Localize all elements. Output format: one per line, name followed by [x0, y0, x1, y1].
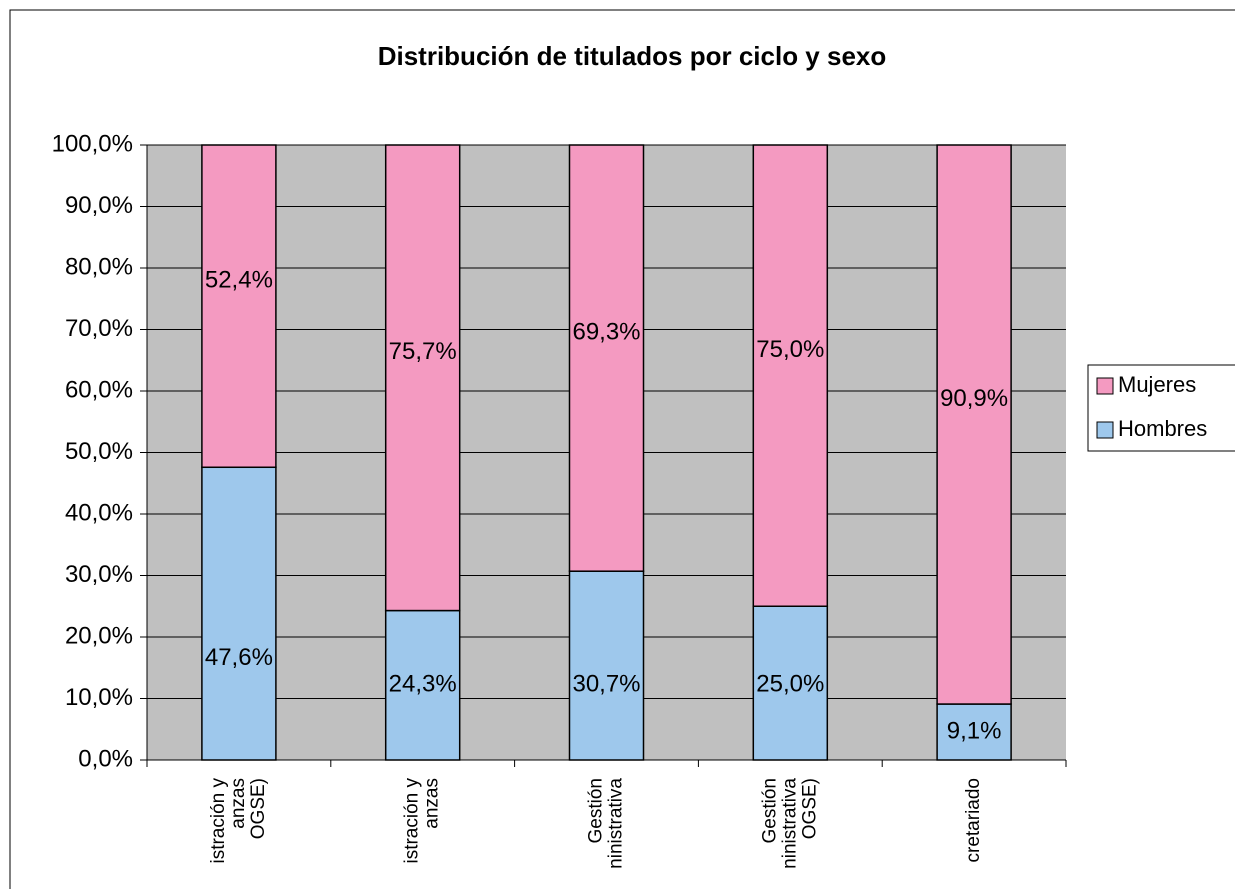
- x-tick-label-group: istración yanzasOGSE): [208, 778, 269, 864]
- bar-segment: [936, 144, 1012, 705]
- bar-segment: [568, 144, 645, 572]
- y-tick-label: 30,0%: [65, 561, 133, 588]
- x-tick-label: cretariado: [963, 778, 984, 863]
- bar-segment: [752, 605, 829, 761]
- data-label: 25,0%: [756, 670, 824, 697]
- x-tick-label-group: istración yanzas: [402, 778, 443, 864]
- legend-swatch: [1096, 377, 1114, 395]
- bar-segment: [201, 144, 277, 469]
- bar-segment: [568, 570, 645, 761]
- bar-segment: [752, 144, 829, 607]
- y-tick-label: 20,0%: [65, 622, 133, 649]
- data-label: 90,9%: [940, 385, 1008, 412]
- y-tick-label: 100,0%: [52, 130, 133, 157]
- y-tick-label: 10,0%: [65, 684, 133, 711]
- chart-title: Distribución de titulados por ciclo y se…: [378, 41, 887, 71]
- x-tick-label-group: GestiónninistrativaOGSE): [759, 778, 820, 869]
- y-tick-label: 70,0%: [65, 315, 133, 342]
- legend-swatch: [1096, 421, 1114, 439]
- data-label: 75,7%: [389, 338, 457, 365]
- y-tick-label: 90,0%: [65, 192, 133, 219]
- x-tick-label: GestiónninistrativaOGSE): [759, 778, 820, 869]
- bar-segment: [384, 144, 461, 612]
- x-tick-label: istración yanzas: [402, 778, 443, 864]
- x-tick-label: Gestiónninistrativa: [586, 778, 627, 869]
- data-label: 47,6%: [205, 644, 273, 671]
- data-label: 30,7%: [572, 670, 640, 697]
- x-tick-label-group: Gestiónninistrativa: [586, 778, 627, 869]
- data-label: 24,3%: [389, 670, 457, 697]
- x-tick-label: istración yanzasOGSE): [208, 778, 269, 864]
- bar-segment: [201, 466, 277, 761]
- y-tick-label: 0,0%: [78, 745, 133, 772]
- y-tick-label: 40,0%: [65, 499, 133, 526]
- data-label: 9,1%: [947, 717, 1002, 744]
- y-tick-label: 50,0%: [65, 438, 133, 465]
- y-tick-label: 60,0%: [65, 376, 133, 403]
- legend-label: Hombres: [1118, 416, 1207, 441]
- bar-segment: [936, 703, 1012, 761]
- data-label: 69,3%: [572, 318, 640, 345]
- data-label: 75,0%: [756, 336, 824, 363]
- bar-segment: [384, 609, 461, 761]
- y-tick-label: 80,0%: [65, 253, 133, 280]
- data-label: 52,4%: [205, 266, 273, 293]
- x-tick-label-group: cretariado: [963, 778, 984, 863]
- legend-label: Mujeres: [1118, 372, 1196, 397]
